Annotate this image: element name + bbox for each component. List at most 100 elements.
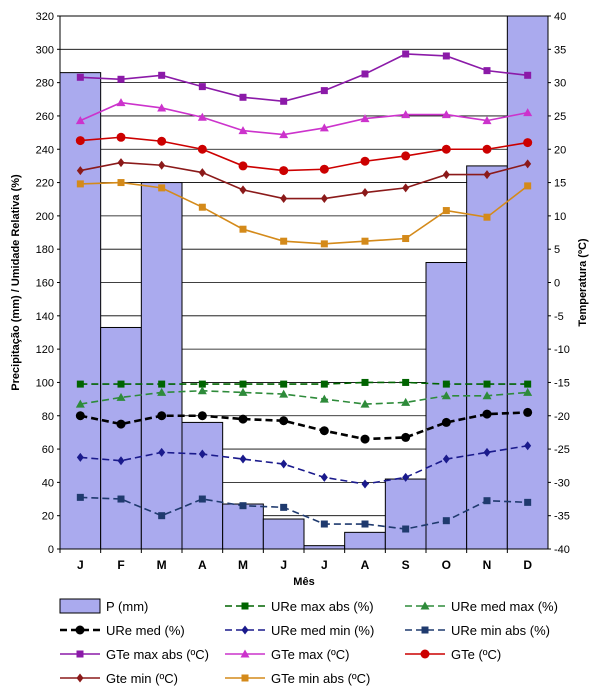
- y-right-tick-label: 10: [554, 211, 566, 223]
- series-point: [117, 179, 125, 187]
- series-point: [320, 472, 328, 482]
- y-left-tick-label: 80: [42, 411, 54, 423]
- series-point: [198, 203, 206, 211]
- series-point: [360, 399, 370, 408]
- bar-precipitation: [506, 15, 549, 550]
- y-left-tick-label: 180: [36, 244, 54, 256]
- legend-label: GTe min abs (ºC): [271, 671, 370, 686]
- y-right-tick-label: 40: [554, 11, 566, 23]
- series-line: [80, 101, 528, 136]
- y-left-tick-label: 120: [36, 344, 54, 356]
- series-line: [80, 496, 528, 530]
- series-point: [157, 136, 167, 146]
- bar-precipitation: [466, 165, 508, 550]
- series-point: [361, 479, 369, 489]
- series-point: [197, 112, 207, 121]
- legend-label: URe med min (%): [271, 623, 374, 638]
- series-point: [238, 126, 248, 135]
- series-point: [523, 138, 533, 148]
- y-right-tick-label: 5: [554, 244, 560, 256]
- series-point: [238, 414, 248, 424]
- series-point: [524, 441, 532, 451]
- series-line: [80, 136, 528, 172]
- series-point: [360, 156, 370, 166]
- y-left-tick-label: 280: [36, 78, 54, 90]
- x-tick-label: N: [483, 558, 492, 572]
- series-point: [116, 419, 126, 429]
- y-right-tick-label: -10: [554, 344, 570, 356]
- legend-label: GTe max (ºC): [271, 647, 349, 662]
- series-point: [75, 136, 85, 146]
- series-point: [360, 434, 370, 444]
- y-left-tick-label: 0: [48, 544, 54, 556]
- y-right-tick-label: -40: [554, 544, 570, 556]
- legend-label: GTe (ºC): [451, 647, 501, 662]
- legend-swatch-marker: [240, 649, 250, 658]
- y-right-tick-label: -15: [554, 377, 570, 389]
- series-point: [524, 71, 532, 79]
- legend-swatch-marker: [76, 673, 84, 683]
- series-line: [80, 381, 528, 385]
- series-point: [76, 166, 84, 176]
- series-point: [361, 520, 369, 528]
- x-tick-label: S: [402, 558, 410, 572]
- bar-precipitation: [425, 262, 468, 550]
- y-left-tick-label: 320: [36, 11, 54, 23]
- y-right-tick-label: -25: [554, 444, 570, 456]
- y-axis-right-title: Temperatura (ºC): [577, 238, 589, 326]
- legend-label: URe med (%): [106, 623, 185, 638]
- x-axis-title: Mês: [293, 576, 314, 588]
- bar-precipitation: [140, 182, 183, 550]
- y-left-tick-label: 160: [36, 278, 54, 290]
- legend-swatch-marker: [421, 626, 429, 634]
- series-point: [280, 380, 288, 388]
- series-point: [238, 161, 248, 171]
- y-left-tick-label: 60: [42, 444, 54, 456]
- y-right-tick-label: 35: [554, 44, 566, 56]
- legend-swatch-bar: [59, 598, 101, 614]
- bar-precipitation: [384, 478, 427, 550]
- series-point: [198, 449, 206, 459]
- series-point: [239, 380, 247, 388]
- series-point: [483, 447, 491, 457]
- series-point: [197, 386, 207, 395]
- y-left-tick-label: 140: [36, 311, 54, 323]
- series-point: [320, 380, 328, 388]
- legend-swatch-marker: [75, 625, 85, 635]
- series-point: [117, 495, 125, 503]
- y-right-tick-label: 15: [554, 178, 566, 190]
- series-point: [402, 525, 410, 533]
- series-point: [198, 168, 206, 178]
- series-point: [76, 73, 84, 81]
- series-point: [320, 240, 328, 248]
- series-line: [80, 53, 528, 103]
- series-point: [116, 98, 126, 107]
- series-point: [158, 71, 166, 79]
- x-tick-label: M: [157, 558, 167, 572]
- series-point: [441, 110, 451, 119]
- series-point: [157, 411, 167, 421]
- bar-precipitation: [100, 326, 142, 550]
- legend-label: URe med max (%): [451, 599, 558, 614]
- series-point: [319, 123, 329, 132]
- y-left-tick-label: 220: [36, 178, 54, 190]
- series-point: [442, 454, 450, 464]
- series-point: [75, 399, 85, 408]
- series-point: [483, 497, 491, 505]
- legend-label: P (mm): [106, 599, 148, 614]
- legend-label: GTe max abs (ºC): [106, 647, 209, 662]
- x-tick-label: A: [361, 558, 370, 572]
- y-axis-left-title: Precipitação (mm) / Umidade Relativa (%): [10, 174, 22, 391]
- y-left-tick-label: 300: [36, 44, 54, 56]
- series-point: [75, 116, 85, 125]
- y-left-tick-label: 240: [36, 144, 54, 156]
- series-point: [279, 416, 289, 426]
- series-point: [319, 164, 329, 174]
- bar-precipitation: [344, 531, 386, 550]
- series-point: [401, 151, 411, 161]
- y-left-tick-label: 260: [36, 111, 54, 123]
- series-point: [523, 407, 533, 417]
- series-point: [361, 378, 369, 386]
- series-point: [279, 389, 289, 398]
- legend-label: Gte min (ºC): [106, 671, 178, 686]
